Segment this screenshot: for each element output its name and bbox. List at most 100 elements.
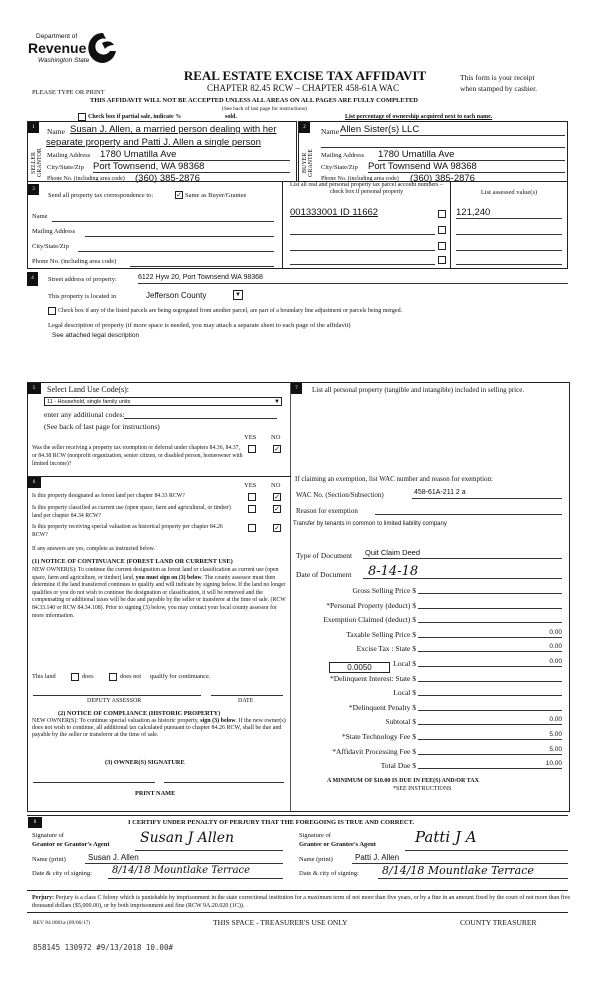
fee-value-field[interactable]: 5.00 xyxy=(418,731,562,740)
list-pct-note: List percentage of ownership acquired ne… xyxy=(345,114,493,120)
legal-description-field[interactable]: See attached legal description xyxy=(52,332,140,339)
no-checkbox[interactable]: ✓ xyxy=(273,524,281,532)
dropdown-arrow-icon[interactable]: ▼ xyxy=(274,399,280,405)
county-dropdown-icon[interactable]: ▼ xyxy=(233,290,243,300)
land-use-select[interactable]: 11 - Household, single family units ▼ xyxy=(44,397,282,406)
wac-number-field[interactable]: 458-61A-211 2 a xyxy=(414,489,466,496)
assessed-value-field[interactable]: 121,240 xyxy=(456,207,491,218)
segregate-checkbox[interactable] xyxy=(48,307,56,315)
fee-value-field[interactable] xyxy=(418,687,562,697)
grantor-date-city-field[interactable]: 8/14/18 Mountlake Terrace xyxy=(112,865,251,876)
partial-sale-checkbox[interactable] xyxy=(78,113,86,121)
parcel-number-field[interactable]: 001333001 ID 11662 xyxy=(290,207,379,218)
section-number: 5 xyxy=(27,383,41,394)
seller-name-field-2[interactable]: separate property and Patti J. Allen a s… xyxy=(46,137,261,148)
personal-property-checkbox[interactable] xyxy=(438,226,446,234)
no-checkbox[interactable]: ✓ xyxy=(273,445,281,453)
section-number: 8 xyxy=(28,817,42,828)
corr-phone-field[interactable] xyxy=(130,266,274,267)
label: Name (print) xyxy=(299,856,333,863)
grantee-name-field[interactable]: Patti J. Allen xyxy=(355,853,400,862)
no-header: NO xyxy=(271,434,281,441)
form-title: REAL ESTATE EXCISE TAX AFFIDAVIT xyxy=(183,68,427,83)
historic-question: Is this property receiving special valua… xyxy=(32,524,223,538)
grantee-date-city-field[interactable]: 8/14/18 Mountlake Terrace xyxy=(382,864,534,877)
yes-checkbox[interactable] xyxy=(248,524,256,532)
grantor-name-field[interactable]: Susan J. Allen xyxy=(88,853,139,862)
notice-compliance-text: NEW OWNER(S): To continue special valuat… xyxy=(32,718,286,738)
yes-header: YES xyxy=(244,434,257,441)
yes-checkbox[interactable] xyxy=(248,493,256,501)
reason-field[interactable]: Transfer by tenants in common to limited… xyxy=(293,521,447,527)
label: Date of Document xyxy=(296,570,352,579)
fee-value-field[interactable]: 10.00 xyxy=(418,760,562,770)
fee-value-field[interactable]: 0.00 xyxy=(418,716,562,726)
fee-label: Local $ xyxy=(393,659,416,668)
tax-rate-value: 0.0050 xyxy=(347,663,372,672)
buyer-address-field[interactable]: 1780 Umatilla Ave xyxy=(378,149,455,160)
fee-label: Taxable Selling Price $ xyxy=(346,629,416,639)
deputy-assessor-signature[interactable] xyxy=(33,695,201,696)
label: Mailing Address xyxy=(32,228,76,235)
no-checkbox[interactable]: ✓ xyxy=(273,493,281,501)
label: City/State/Zip xyxy=(32,243,69,250)
fee-value-field[interactable]: 0.00 xyxy=(418,629,562,638)
no-checkbox[interactable]: ✓ xyxy=(273,505,281,513)
fee-value-field[interactable] xyxy=(418,614,562,624)
fee-value-field[interactable]: 0.00 xyxy=(418,643,562,653)
logo-text: Washington State xyxy=(38,57,90,64)
corr-name-field[interactable] xyxy=(52,221,274,222)
tax-rate-box: 0.0050 xyxy=(329,662,390,673)
assessed-header: List assessed value(s) xyxy=(480,189,538,196)
personal-property-checkbox[interactable] xyxy=(438,256,446,264)
fee-value-field[interactable]: 5.00 xyxy=(418,746,562,755)
minimum-notice: A MINIMUM OF $10.00 IS DUE IN FEE(S) AND… xyxy=(327,778,479,784)
yes-checkbox[interactable] xyxy=(248,505,256,513)
label: DATE xyxy=(238,698,254,704)
label: Same as Buyer/Grantee xyxy=(185,192,247,199)
seller-city-field[interactable]: Port Townsend, WA 98368 xyxy=(93,161,205,172)
buyer-name-field[interactable]: Allen Sister(s) LLC xyxy=(340,124,420,135)
document-type-field[interactable]: Quit Claim Deed xyxy=(365,548,421,557)
grantee-signature-field[interactable]: Patti J A xyxy=(415,828,477,846)
owner-print-field[interactable] xyxy=(164,782,284,783)
assessor-date[interactable] xyxy=(211,695,283,696)
buyer-phone-field[interactable]: (360) 385-2876 xyxy=(410,173,475,184)
grantor-signature-field[interactable]: Susan J Allen xyxy=(140,830,235,846)
owner-signature-title: (3) OWNER(S) SIGNATURE xyxy=(105,759,185,766)
county-select[interactable]: Jefferson County xyxy=(146,291,207,300)
document-date-field[interactable]: 8-14-18 xyxy=(368,564,419,579)
corr-address-field[interactable] xyxy=(85,236,274,237)
label: Name xyxy=(47,127,65,136)
same-as-buyer-checkbox[interactable]: ✓ xyxy=(175,191,183,199)
fee-value-field[interactable] xyxy=(418,673,562,682)
buyer-city-field[interactable]: Port Townsend WA 98368 xyxy=(368,161,477,172)
seller-name-field[interactable]: Susan J. Allen, a married person dealing… xyxy=(70,124,277,135)
certification: I CERTIFY UNDER PENALTY OF PERJURY THAT … xyxy=(128,819,415,826)
label: This land xyxy=(32,673,56,680)
label: This property is located in xyxy=(48,293,117,300)
seller-address-field[interactable]: 1780 Umatilla Ave xyxy=(100,149,177,160)
personal-property-checkbox[interactable] xyxy=(438,210,446,218)
label: City/State/Zip xyxy=(47,164,84,171)
personal-property-checkbox[interactable] xyxy=(438,242,446,250)
additional-codes-field[interactable] xyxy=(124,418,277,419)
label: Select Land Use Code(s): xyxy=(47,385,129,394)
label: Signature of xyxy=(32,832,64,839)
seller-phone-field[interactable]: (360) 385-2876 xyxy=(135,173,200,184)
label: Mailing Address xyxy=(321,152,365,159)
fee-value-field[interactable] xyxy=(418,585,562,594)
does-checkbox[interactable] xyxy=(71,673,79,681)
street-address-field[interactable]: 6122 Hyw 20, Port Townsend WA 98368 xyxy=(138,274,263,281)
county-treasurer: COUNTY TREASURER xyxy=(460,918,537,927)
corr-city-field[interactable] xyxy=(78,251,274,252)
fee-value-field[interactable] xyxy=(418,702,562,711)
does-not-checkbox[interactable] xyxy=(109,673,117,681)
correspondence-section xyxy=(27,181,568,269)
owner-signature-field[interactable] xyxy=(33,782,155,783)
fee-value-field[interactable]: 0.00 xyxy=(418,658,562,667)
fee-value-field[interactable] xyxy=(418,600,562,609)
yes-checkbox[interactable] xyxy=(248,445,256,453)
seller-side-label: SELLER GRANTOR xyxy=(31,148,43,178)
fee-label: *Affidavit Processing Fee $ xyxy=(332,746,416,756)
